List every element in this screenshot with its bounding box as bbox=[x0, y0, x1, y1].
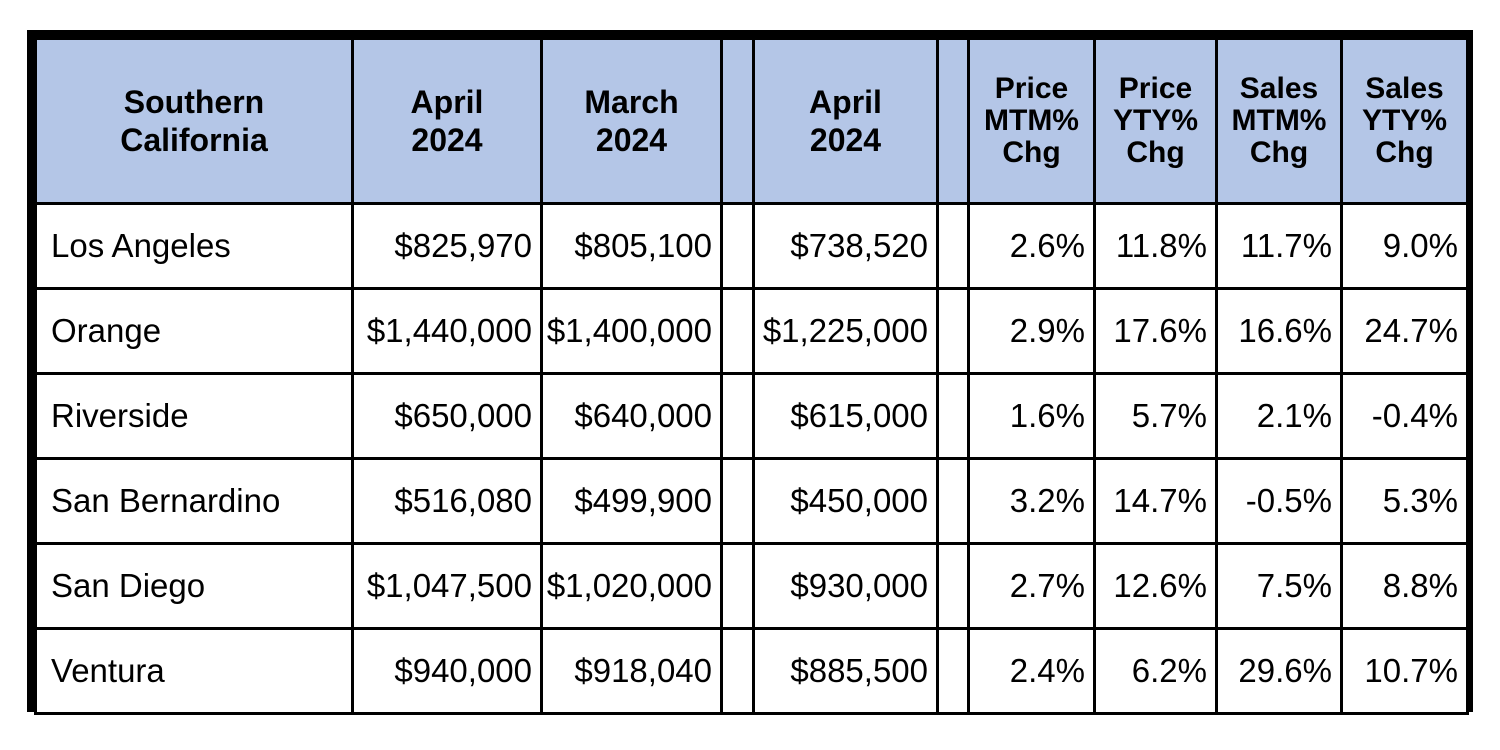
header-sales-yty: Sales YTY% Chg bbox=[1340, 37, 1469, 205]
table-row: Riverside $650,000 $640,000 $615,000 1.6… bbox=[34, 372, 1469, 460]
cell-march-2024: $499,900 bbox=[540, 457, 723, 545]
table-row: San Diego $1,047,500 $1,020,000 $930,000… bbox=[34, 542, 1469, 630]
cell-march-2024: $918,040 bbox=[540, 627, 723, 715]
header-price-mtm: Price MTM% Chg bbox=[967, 37, 1096, 205]
spacer-cell bbox=[936, 542, 970, 630]
table-row: San Bernardino $516,080 $499,900 $450,00… bbox=[34, 457, 1469, 545]
spacer-cell bbox=[720, 202, 755, 290]
cell-sales-yty: 24.7% bbox=[1340, 287, 1469, 375]
row-county: San Diego bbox=[34, 542, 354, 630]
spacer-cell bbox=[936, 627, 970, 715]
spacer-cell bbox=[720, 457, 755, 545]
cell-price-mtm: 1.6% bbox=[967, 372, 1096, 460]
table-row: Orange $1,440,000 $1,400,000 $1,225,000 … bbox=[34, 287, 1469, 375]
header-april-2024: April 2024 bbox=[351, 37, 543, 205]
table-row: Ventura $940,000 $918,040 $885,500 2.4% … bbox=[34, 627, 1469, 715]
cell-sales-mtm: 11.7% bbox=[1215, 202, 1343, 290]
row-county: Los Angeles bbox=[34, 202, 354, 290]
cell-april-2024-prior: $1,225,000 bbox=[752, 287, 939, 375]
spacer-cell bbox=[936, 457, 970, 545]
cell-april-2024: $650,000 bbox=[351, 372, 543, 460]
header-april-2024-prior: April 2024 bbox=[752, 37, 939, 205]
cell-april-2024: $1,047,500 bbox=[351, 542, 543, 630]
header-spacer bbox=[936, 37, 970, 205]
row-county: Orange bbox=[34, 287, 354, 375]
row-county: San Bernardino bbox=[34, 457, 354, 545]
cell-april-2024-prior: $615,000 bbox=[752, 372, 939, 460]
cell-april-2024: $940,000 bbox=[351, 627, 543, 715]
cell-price-mtm: 2.6% bbox=[967, 202, 1096, 290]
cell-march-2024: $805,100 bbox=[540, 202, 723, 290]
cell-march-2024: $640,000 bbox=[540, 372, 723, 460]
spacer-cell bbox=[720, 542, 755, 630]
cell-price-yty: 5.7% bbox=[1093, 372, 1218, 460]
spacer-cell bbox=[936, 372, 970, 460]
cell-sales-mtm: 16.6% bbox=[1215, 287, 1343, 375]
cell-sales-yty: 8.8% bbox=[1340, 542, 1469, 630]
cell-april-2024: $825,970 bbox=[351, 202, 543, 290]
header-row: Southern California April 2024 March 2024 A… bbox=[34, 37, 1469, 205]
cell-sales-yty: 5.3% bbox=[1340, 457, 1469, 545]
cell-april-2024: $516,080 bbox=[351, 457, 543, 545]
cell-price-mtm: 3.2% bbox=[967, 457, 1096, 545]
cell-price-mtm: 2.7% bbox=[967, 542, 1096, 630]
table-frame: Southern California April 2024 March 2024 A… bbox=[27, 30, 1473, 715]
header-march-2024: March 2024 bbox=[540, 37, 723, 205]
cell-sales-mtm: 7.5% bbox=[1215, 542, 1343, 630]
cell-price-yty: 12.6% bbox=[1093, 542, 1218, 630]
cell-price-mtm: 2.9% bbox=[967, 287, 1096, 375]
cell-price-yty: 14.7% bbox=[1093, 457, 1218, 545]
cell-price-yty: 17.6% bbox=[1093, 287, 1218, 375]
spacer-cell bbox=[936, 202, 970, 290]
row-county: Ventura bbox=[34, 627, 354, 715]
spacer-cell bbox=[720, 372, 755, 460]
header-spacer bbox=[720, 37, 755, 205]
cell-april-2024-prior: $930,000 bbox=[752, 542, 939, 630]
cell-april-2024: $1,440,000 bbox=[351, 287, 543, 375]
header-region: Southern California bbox=[34, 37, 354, 205]
cell-sales-mtm: -0.5% bbox=[1215, 457, 1343, 545]
cell-sales-yty: 10.7% bbox=[1340, 627, 1469, 715]
spacer-cell bbox=[936, 287, 970, 375]
header-sales-mtm: Sales MTM% Chg bbox=[1215, 37, 1343, 205]
cell-sales-yty: 9.0% bbox=[1340, 202, 1469, 290]
cell-march-2024: $1,400,000 bbox=[540, 287, 723, 375]
cell-march-2024: $1,020,000 bbox=[540, 542, 723, 630]
table-row: Los Angeles $825,970 $805,100 $738,520 2… bbox=[34, 202, 1469, 290]
cell-price-yty: 6.2% bbox=[1093, 627, 1218, 715]
cell-sales-mtm: 29.6% bbox=[1215, 627, 1343, 715]
cell-april-2024-prior: $450,000 bbox=[752, 457, 939, 545]
cell-price-mtm: 2.4% bbox=[967, 627, 1096, 715]
cell-april-2024-prior: $885,500 bbox=[752, 627, 939, 715]
header-price-yty: Price YTY% Chg bbox=[1093, 37, 1218, 205]
price-table: Southern California April 2024 March 2024 A… bbox=[34, 37, 1469, 715]
row-county: Riverside bbox=[34, 372, 354, 460]
spacer-cell bbox=[720, 287, 755, 375]
cell-sales-mtm: 2.1% bbox=[1215, 372, 1343, 460]
cell-price-yty: 11.8% bbox=[1093, 202, 1218, 290]
cell-sales-yty: -0.4% bbox=[1340, 372, 1469, 460]
spacer-cell bbox=[720, 627, 755, 715]
cell-april-2024-prior: $738,520 bbox=[752, 202, 939, 290]
